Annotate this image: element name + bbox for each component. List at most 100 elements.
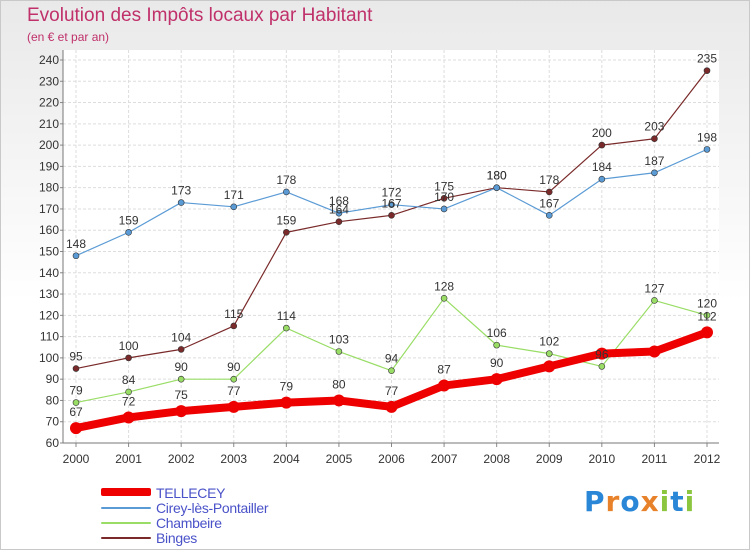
data-label: 175 (434, 179, 454, 193)
x-tick-label: 2004 (273, 452, 300, 466)
data-point (651, 135, 658, 143)
data-label: 112 (697, 309, 716, 323)
data-label: 171 (224, 188, 244, 202)
y-tick-label: 150 (39, 245, 59, 259)
x-tick-label: 2005 (326, 452, 353, 466)
y-tick-label: 200 (39, 138, 59, 152)
data-point (493, 184, 500, 191)
y-tick-label: 70 (46, 415, 60, 429)
data-label: 75 (174, 388, 188, 402)
x-tick-label: 2010 (588, 452, 615, 466)
data-label: 102 (539, 335, 559, 349)
y-tick-label: 220 (39, 96, 59, 110)
data-label: 127 (644, 281, 664, 295)
data-label: 128 (434, 279, 454, 293)
y-tick-label: 230 (39, 74, 59, 88)
data-label: 115 (224, 307, 243, 321)
data-point (703, 67, 711, 74)
data-label: 96 (595, 347, 609, 361)
x-tick-label: 2001 (115, 452, 142, 466)
x-tick-label: 2002 (168, 452, 195, 466)
data-point (703, 312, 711, 319)
data-point (388, 212, 395, 219)
data-label: 203 (644, 120, 664, 134)
logo-letter: x (640, 485, 660, 518)
data-point (545, 350, 553, 357)
x-tick-label: 2000 (63, 452, 90, 466)
legend-label-cirey: Cirey-lès-Pontailler (156, 500, 269, 516)
data-point (595, 347, 608, 360)
data-point (440, 295, 448, 302)
data-point (175, 405, 188, 418)
data-label: 95 (69, 350, 83, 364)
data-label: 168 (329, 194, 349, 208)
data-point (335, 348, 343, 355)
data-label: 178 (539, 173, 559, 187)
data-point (335, 209, 343, 217)
logo-letter: o (620, 485, 641, 518)
y-tick-label: 170 (39, 202, 59, 216)
y-tick-label: 240 (39, 53, 59, 67)
data-point (125, 388, 132, 396)
data-point (438, 379, 451, 392)
data-point (703, 146, 711, 153)
x-tick-label: 2008 (483, 452, 510, 466)
data-point (177, 346, 185, 353)
logo-letter: i (684, 485, 696, 518)
data-point (125, 229, 132, 236)
data-point (125, 354, 132, 362)
data-point (230, 322, 238, 330)
data-point (280, 396, 293, 409)
data-label: 72 (122, 394, 136, 408)
data-point (388, 367, 395, 374)
data-point (177, 199, 185, 206)
data-point (230, 203, 238, 211)
data-point (598, 141, 606, 149)
data-label: 159 (276, 213, 296, 227)
data-label: 173 (171, 184, 191, 198)
data-point (648, 345, 661, 358)
data-point (122, 411, 135, 424)
data-label: 172 (381, 186, 401, 200)
data-label: 180 (487, 169, 507, 183)
legend-item-tellecey: TELLECEY (101, 485, 321, 501)
legend-item-cirey: Cirey-lès-Pontailler (101, 500, 321, 516)
y-tick-label: 60 (46, 436, 60, 450)
data-label: 148 (66, 237, 86, 251)
legend-swatch-tellecey (101, 488, 151, 496)
y-tick-label: 120 (39, 308, 59, 322)
data-label: 164 (329, 203, 349, 217)
chart-legend: TELLECEY Cirey-lès-Pontailler Chambeire … (101, 485, 321, 546)
data-point (701, 326, 713, 339)
logo-letter: P (584, 485, 606, 518)
data-point (72, 399, 80, 406)
data-point (385, 400, 398, 413)
data-point (388, 201, 395, 208)
legend-label-tellecey: TELLECEY (156, 485, 226, 501)
chart-subtitle: (en € et par an) (27, 30, 110, 44)
y-tick-label: 180 (39, 181, 59, 195)
data-label: 114 (277, 309, 296, 323)
data-label: 90 (174, 360, 188, 374)
data-label: 167 (539, 196, 559, 210)
data-point (490, 373, 503, 386)
data-point (598, 175, 606, 183)
data-label: 90 (227, 360, 241, 374)
y-tick-label: 190 (39, 159, 59, 173)
data-point (177, 375, 185, 383)
legend-swatch-cirey (101, 507, 151, 509)
x-tick-label: 2006 (378, 452, 405, 466)
data-label: 94 (385, 352, 399, 366)
y-tick-label: 100 (39, 351, 59, 365)
data-label: 79 (280, 380, 294, 394)
data-point (283, 229, 290, 236)
data-point (493, 341, 500, 349)
y-tick-label: 90 (46, 372, 60, 386)
logo-letter: i (659, 485, 671, 518)
legend-label-chambeire: Chambeire (156, 515, 222, 531)
data-label: 87 (437, 363, 451, 377)
legend-label-binges: Binges (156, 530, 198, 546)
proxiti-logo: Proxiti (584, 485, 695, 518)
